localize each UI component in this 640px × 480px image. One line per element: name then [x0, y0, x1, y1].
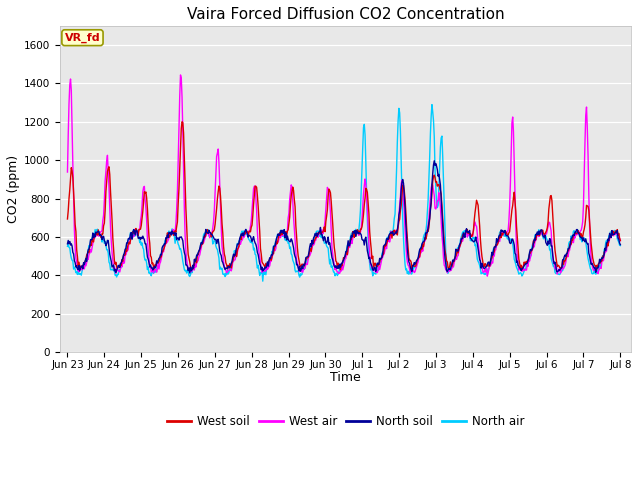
North air — [187, 272, 195, 277]
North soil — [412, 260, 420, 265]
North soil — [217, 251, 225, 257]
West air — [74, 266, 81, 272]
West soil — [188, 265, 195, 271]
North air — [412, 264, 420, 270]
West soil — [217, 193, 225, 199]
West soil — [131, 230, 138, 236]
West air — [131, 233, 138, 239]
North air — [259, 278, 267, 284]
Line: West soil: West soil — [67, 122, 620, 270]
North air — [616, 243, 624, 249]
North soil — [428, 181, 436, 187]
West air — [217, 205, 225, 211]
Line: North air: North air — [67, 105, 620, 281]
North air — [74, 272, 81, 277]
North air — [216, 266, 223, 272]
West soil — [413, 260, 420, 265]
X-axis label: Time: Time — [330, 371, 361, 384]
West soil — [337, 267, 344, 273]
North soil — [74, 266, 81, 272]
North soil — [431, 158, 438, 164]
West air — [483, 273, 491, 279]
West soil — [429, 179, 436, 184]
West air — [412, 266, 420, 272]
North soil — [131, 227, 138, 233]
Text: VR_fd: VR_fd — [65, 33, 100, 43]
North air — [63, 243, 71, 249]
North soil — [616, 242, 624, 248]
Line: West air: West air — [67, 75, 620, 276]
North soil — [188, 268, 195, 274]
Y-axis label: CO2 (ppm): CO2 (ppm) — [7, 155, 20, 223]
North soil — [186, 270, 193, 276]
West soil — [178, 119, 186, 125]
North air — [428, 102, 436, 108]
North soil — [63, 241, 71, 247]
North air — [131, 233, 138, 239]
Legend: West soil, West air, North soil, North air: West soil, West air, North soil, North a… — [163, 410, 529, 432]
West soil — [74, 254, 81, 260]
West soil — [616, 238, 624, 243]
Title: Vaira Forced Diffusion CO2 Concentration: Vaira Forced Diffusion CO2 Concentration — [187, 7, 504, 22]
West air — [188, 269, 195, 275]
West air — [428, 181, 436, 187]
West air — [616, 238, 624, 243]
West soil — [63, 216, 71, 222]
Line: North soil: North soil — [67, 161, 620, 273]
North air — [429, 109, 436, 115]
West air — [177, 72, 184, 78]
West air — [63, 169, 71, 175]
